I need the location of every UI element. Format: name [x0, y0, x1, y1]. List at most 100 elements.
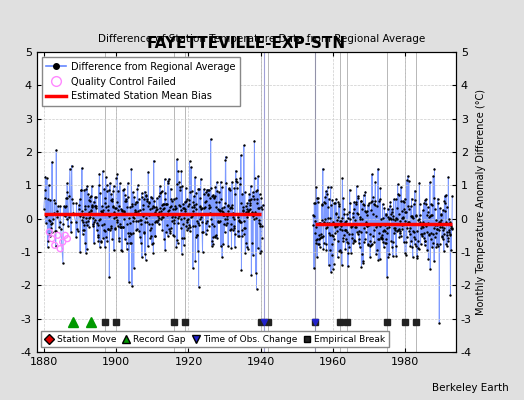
Point: [351, 217, 359, 224]
Point: [390, 225, 399, 232]
Point: [114, 188, 123, 194]
Point: [360, 202, 368, 208]
Point: [48, 158, 56, 165]
Point: [149, 250, 158, 256]
Point: [222, 222, 230, 228]
Point: [242, 209, 250, 215]
Point: [357, 264, 366, 270]
Point: [385, 251, 394, 258]
Point: [189, 222, 198, 229]
Point: [215, 207, 223, 213]
Point: [430, 194, 438, 201]
Point: [242, 203, 250, 209]
Point: [332, 211, 341, 217]
Point: [369, 194, 377, 201]
Point: [91, 203, 100, 209]
Y-axis label: Monthly Temperature Anomaly Difference (°C): Monthly Temperature Anomaly Difference (…: [476, 89, 486, 315]
Point: [88, 183, 96, 189]
Point: [205, 202, 213, 209]
Point: [129, 229, 138, 236]
Point: [347, 222, 356, 229]
Point: [191, 222, 199, 229]
Point: [347, 222, 356, 228]
Point: [213, 179, 221, 186]
Point: [116, 221, 124, 227]
Point: [190, 204, 199, 210]
Point: [316, 234, 324, 241]
Point: [90, 203, 99, 209]
Point: [344, 240, 353, 247]
Point: [119, 187, 127, 193]
Point: [112, 205, 120, 211]
Point: [232, 168, 240, 174]
Point: [237, 152, 245, 158]
Point: [334, 214, 342, 220]
Point: [225, 186, 233, 192]
Point: [344, 250, 352, 257]
Point: [328, 232, 336, 239]
Point: [188, 204, 196, 210]
Point: [156, 183, 164, 189]
Point: [330, 200, 339, 206]
Point: [379, 228, 387, 234]
Point: [442, 241, 451, 248]
Point: [341, 246, 350, 253]
Point: [252, 270, 260, 276]
Point: [437, 216, 445, 223]
Point: [87, 208, 95, 214]
Point: [257, 235, 266, 242]
Point: [198, 205, 206, 212]
Point: [98, 208, 106, 215]
Point: [209, 241, 217, 248]
Point: [372, 251, 380, 258]
Point: [250, 175, 259, 181]
Point: [243, 206, 251, 212]
Point: [331, 230, 340, 237]
Point: [139, 210, 148, 217]
Point: [447, 226, 456, 232]
Point: [335, 218, 344, 224]
Point: [206, 136, 215, 142]
Point: [231, 190, 239, 197]
Point: [445, 218, 454, 225]
Point: [337, 218, 345, 224]
Point: [345, 243, 353, 250]
Point: [422, 228, 431, 235]
Point: [84, 203, 92, 209]
Point: [114, 207, 122, 214]
Point: [125, 278, 133, 285]
Point: [67, 219, 75, 226]
Point: [177, 225, 185, 232]
Point: [427, 230, 435, 236]
Point: [167, 203, 175, 210]
Point: [413, 237, 422, 244]
Point: [166, 204, 174, 210]
Point: [45, 182, 53, 188]
Point: [166, 228, 174, 234]
Point: [145, 221, 154, 227]
Point: [373, 222, 381, 228]
Point: [179, 200, 187, 207]
Point: [255, 217, 264, 223]
Point: [102, 182, 111, 188]
Point: [321, 194, 330, 200]
Point: [330, 261, 338, 267]
Point: [130, 215, 138, 221]
Point: [381, 235, 390, 242]
Point: [233, 210, 242, 217]
Point: [137, 190, 146, 196]
Point: [214, 206, 222, 212]
Point: [83, 222, 92, 228]
Point: [77, 211, 85, 218]
Point: [375, 230, 383, 236]
Point: [79, 214, 87, 220]
Point: [404, 203, 412, 209]
Point: [241, 224, 249, 231]
Point: [326, 184, 335, 190]
Point: [218, 205, 226, 211]
Point: [154, 211, 162, 218]
Point: [193, 232, 202, 238]
Point: [366, 238, 374, 244]
Point: [159, 201, 167, 207]
Point: [421, 197, 429, 203]
